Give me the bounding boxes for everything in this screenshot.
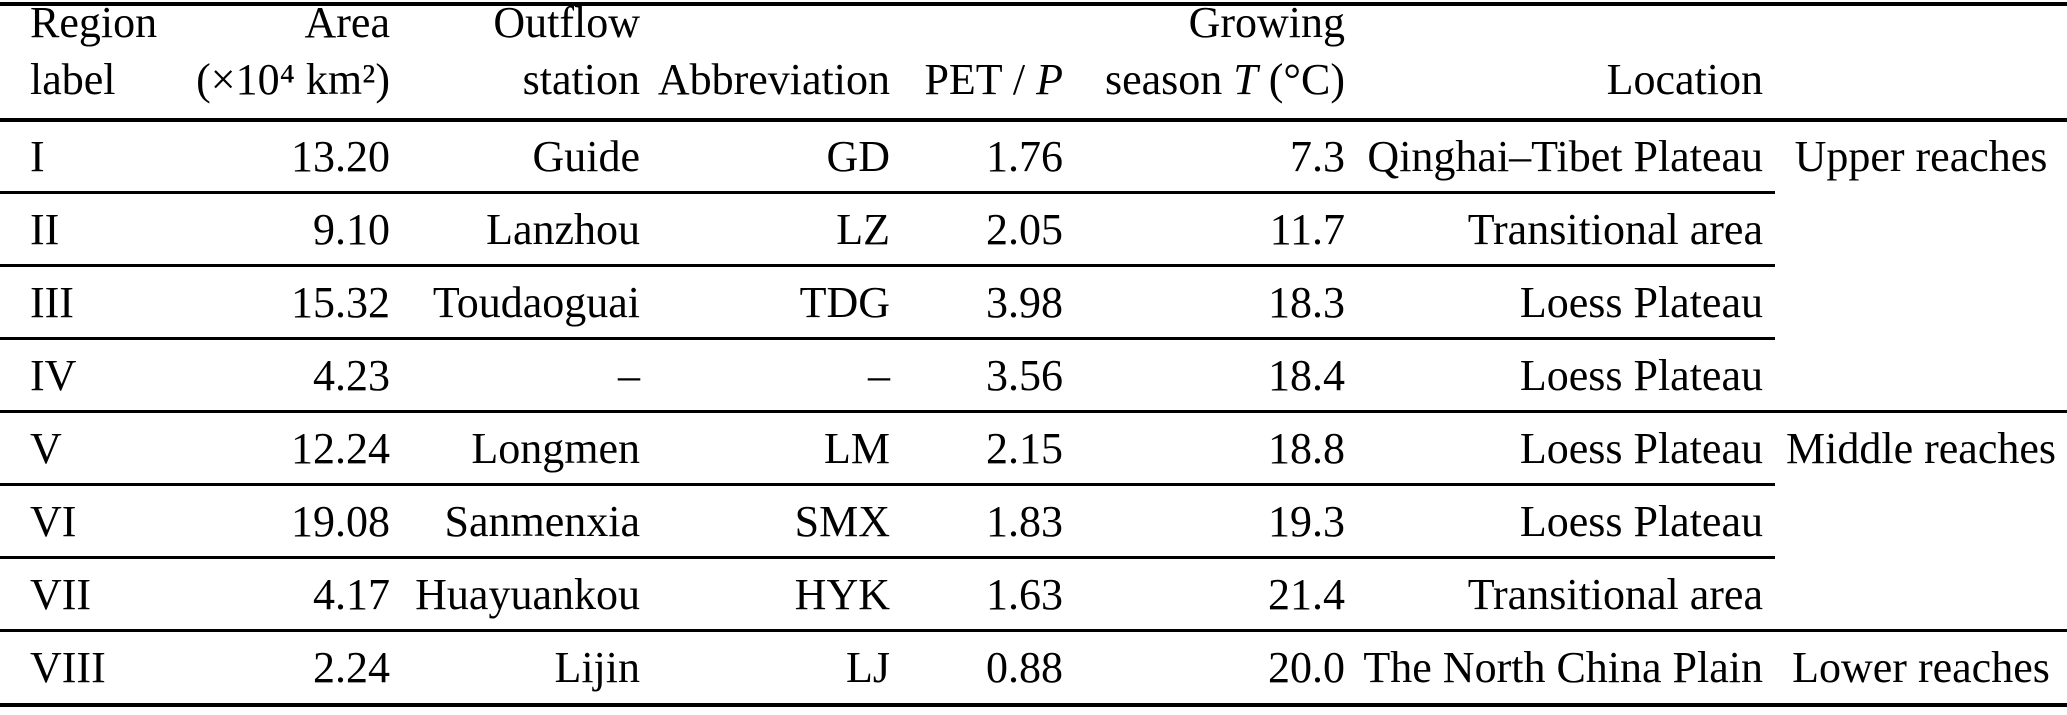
- cell-station: Toudaoguai: [432, 278, 640, 327]
- cell-station: Lanzhou: [486, 205, 640, 254]
- cell-station: Guide: [532, 132, 640, 181]
- cell-growing-season-t: 11.7: [1269, 205, 1345, 254]
- cell-area: 12.24: [291, 424, 390, 473]
- cell-region: II: [30, 205, 60, 254]
- cell-region: VII: [30, 570, 92, 619]
- cell-location: Loess Plateau: [1519, 351, 1763, 400]
- cell-region: III: [30, 278, 74, 327]
- row-separator: [0, 483, 1775, 486]
- header-text: Area: [304, 0, 391, 47]
- cell-pet-p: 3.56: [986, 351, 1063, 400]
- cell-growing-season-t: 18.4: [1268, 351, 1345, 400]
- header-text: Location: [1606, 55, 1763, 104]
- cell-region: VI: [30, 497, 77, 546]
- column-header-area: Area (×10⁴ km²): [196, 0, 392, 120]
- cell-location: Qinghai–Tibet Plateau: [1367, 132, 1763, 181]
- cell-area: 13.20: [291, 132, 390, 181]
- cell-abbreviation: LM: [824, 424, 890, 473]
- cell-abbreviation: TDG: [799, 278, 890, 327]
- header-text: Abbreviation: [657, 55, 890, 104]
- cell-region: VIII: [30, 643, 106, 692]
- header-text: station: [522, 55, 640, 104]
- cell-abbreviation: SMX: [794, 497, 890, 546]
- cell-area: 15.32: [291, 278, 390, 327]
- reach-group-label-middle: Middle reaches: [1786, 424, 2056, 473]
- cell-growing-season-t: 20.0: [1268, 643, 1345, 692]
- cell-region: IV: [30, 351, 77, 400]
- cell-location: Loess Plateau: [1519, 424, 1763, 473]
- header-text: label: [30, 55, 116, 104]
- cell-station: Sanmenxia: [444, 497, 640, 546]
- bottom-rule: [0, 703, 2067, 707]
- cell-area: 4.17: [313, 570, 390, 619]
- column-header-pet-p: PET / P: [892, 4, 1065, 120]
- cell-growing-season-t: 18.8: [1268, 424, 1345, 473]
- cell-abbreviation: GD: [826, 132, 890, 181]
- cell-area: 4.23: [313, 351, 390, 400]
- cell-pet-p: 0.88: [986, 643, 1063, 692]
- cell-pet-p: 2.05: [986, 205, 1063, 254]
- cell-region: V: [30, 424, 62, 473]
- header-text: Growing: [1188, 0, 1345, 47]
- column-header-reaches-empty: [1775, 4, 2067, 120]
- column-header-region-label: Region label: [0, 0, 230, 120]
- cell-abbreviation: HYK: [794, 570, 890, 619]
- cell-area: 9.10: [313, 205, 390, 254]
- cell-pet-p: 2.15: [986, 424, 1063, 473]
- cell-station: –: [618, 351, 640, 400]
- column-header-location: Location: [1347, 4, 1775, 120]
- cell-growing-season-t: 21.4: [1268, 570, 1345, 619]
- column-header-growing-season-t: Growing season T (°C): [1065, 0, 1347, 120]
- header-text: (×10⁴ km²): [196, 55, 390, 104]
- cell-location: Loess Plateau: [1519, 497, 1763, 546]
- top-rule: [0, 2, 2067, 6]
- row-separator: [0, 556, 1775, 559]
- column-header-outflow-station: Outflow station: [392, 0, 642, 120]
- cell-growing-season-t: 7.3: [1290, 132, 1345, 181]
- column-header-abbreviation: Abbreviation: [642, 4, 892, 120]
- reach-group-label-upper: Upper reaches: [1794, 132, 2048, 181]
- cell-pet-p: 3.98: [986, 278, 1063, 327]
- cell-pet-p: 1.76: [986, 132, 1063, 181]
- cell-station: Longmen: [471, 424, 640, 473]
- row-separator: [0, 264, 1775, 267]
- cell-pet-p: 1.63: [986, 570, 1063, 619]
- reach-group-label-lower: Lower reaches: [1792, 643, 2050, 692]
- row-separator: [0, 191, 1775, 194]
- header-text: Outflow: [493, 0, 640, 47]
- header-text: Region: [30, 0, 158, 47]
- cell-abbreviation: LZ: [836, 205, 890, 254]
- cell-area: 19.08: [291, 497, 390, 546]
- cell-growing-season-t: 19.3: [1268, 497, 1345, 546]
- cell-area: 2.24: [313, 643, 390, 692]
- row-separator: [0, 337, 1775, 340]
- cell-station: Huayuankou: [415, 570, 640, 619]
- cell-abbreviation: –: [868, 351, 890, 400]
- cell-growing-season-t: 18.3: [1268, 278, 1345, 327]
- cell-location: The North China Plain: [1363, 643, 1763, 692]
- cell-location: Loess Plateau: [1519, 278, 1763, 327]
- cell-station: Lijin: [554, 643, 640, 692]
- cell-region: I: [30, 132, 45, 181]
- group-separator-upper-middle: [0, 410, 2067, 413]
- group-separator-middle-lower: [0, 629, 2067, 632]
- cell-location: Transitional area: [1467, 205, 1763, 254]
- header-text: season T (°C): [1104, 55, 1345, 104]
- cell-abbreviation: LJ: [846, 643, 890, 692]
- cell-pet-p: 1.83: [986, 497, 1063, 546]
- cell-location: Transitional area: [1467, 570, 1763, 619]
- header-rule: [0, 118, 2067, 122]
- header-text: PET / P: [924, 55, 1063, 104]
